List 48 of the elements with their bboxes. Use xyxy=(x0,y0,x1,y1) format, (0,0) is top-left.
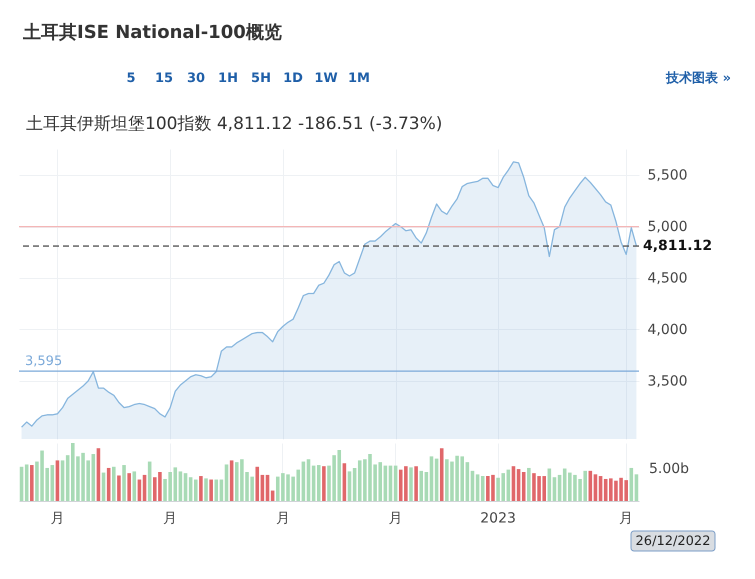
text: 5 xyxy=(126,71,136,86)
bar xyxy=(30,465,34,501)
bar xyxy=(199,476,203,501)
y-tick-label: 5,000 xyxy=(648,219,688,236)
x-tick-label: 月 xyxy=(276,510,290,526)
bar xyxy=(322,466,326,501)
bar xyxy=(102,472,106,501)
text: 5H xyxy=(251,71,271,86)
bar xyxy=(106,468,110,501)
bar xyxy=(230,460,234,501)
text: 5.00b xyxy=(649,461,690,478)
chart-subtitle: 土耳其伊斯坦堡100指数 4,811.12 -186.51 (-3.73%) xyxy=(26,114,442,134)
bar xyxy=(122,465,126,501)
bar xyxy=(127,473,131,501)
text: 技术图表 » xyxy=(665,71,731,86)
ref-line-label: 3,595 xyxy=(25,354,62,370)
y-tick-label: 4,500 xyxy=(648,270,688,287)
bar xyxy=(148,462,152,501)
bar xyxy=(440,448,444,501)
bar xyxy=(527,468,531,501)
text: 1D xyxy=(283,71,304,86)
text: 1M xyxy=(348,71,370,86)
bar xyxy=(209,480,213,501)
bar xyxy=(56,460,60,501)
bar xyxy=(112,466,116,501)
text: 15 xyxy=(154,71,174,86)
bar xyxy=(204,478,208,501)
ref-line-label: 4,811.12 xyxy=(643,238,712,254)
text: 26/12/2022 xyxy=(636,534,710,549)
bar xyxy=(342,463,346,501)
text: 1H xyxy=(218,71,238,86)
y-tick-label: 5,500 xyxy=(648,168,688,184)
y-tick-label: 4,000 xyxy=(648,322,688,338)
y-tick-label: 3,500 xyxy=(648,373,688,390)
x-tick-label: 月 xyxy=(388,510,403,526)
x-tick-label: 2023 xyxy=(480,510,516,526)
x-tick-label: 月 xyxy=(619,510,634,526)
bar xyxy=(35,462,39,501)
bar xyxy=(409,467,413,501)
bar xyxy=(414,466,418,501)
x-tick-label: 月 xyxy=(50,510,64,526)
text: 30 xyxy=(186,71,206,86)
bar xyxy=(117,475,121,501)
chart-title: 土耳其ISE National-100概览 xyxy=(22,22,282,43)
text: 1W xyxy=(314,71,338,86)
bar xyxy=(132,471,136,501)
bar xyxy=(96,448,100,501)
x-tick-label: 月 xyxy=(163,510,178,526)
